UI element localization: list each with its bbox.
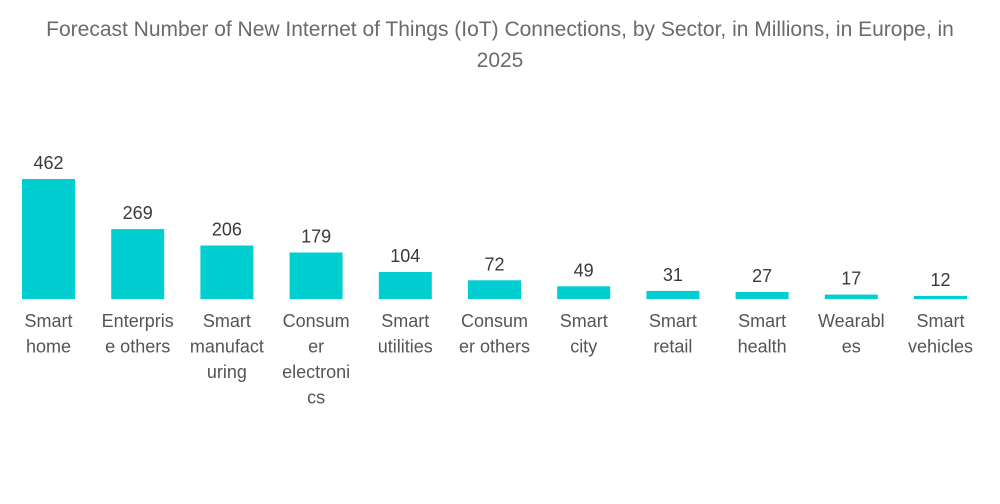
category-label-line: utilities	[378, 337, 433, 357]
category-label-1: Enterpris e others	[102, 311, 174, 357]
category-label-line: Wearabl	[818, 311, 885, 331]
category-label-line: Smart	[738, 311, 786, 331]
bar-0	[22, 179, 75, 299]
category-label-5: Consum er others	[459, 311, 530, 357]
bar-value-label-5: 72	[484, 254, 504, 274]
bar-value-label-2: 206	[212, 220, 242, 240]
bar-value-label-8: 27	[752, 266, 772, 286]
bar-value-label-6: 49	[574, 260, 594, 280]
category-label-line: Enterpris	[102, 311, 174, 331]
category-label-line: manufact	[190, 337, 264, 357]
category-label-line: home	[26, 337, 71, 357]
category-label-line: vehicles	[908, 337, 973, 357]
bar-value-label-10: 12	[930, 270, 950, 290]
category-label-line: Smart	[916, 311, 964, 331]
category-label-line: city	[570, 337, 597, 357]
bar-10	[914, 295, 967, 299]
category-label-line: uring	[207, 362, 247, 382]
category-label-line: er	[308, 337, 324, 357]
category-label-10: Smart vehicles	[908, 311, 973, 357]
bar-value-label-0: 462	[33, 153, 63, 173]
category-label-8: Smart health	[738, 311, 787, 357]
bar-5	[468, 280, 521, 299]
category-label-3: Consum er electroni cs	[282, 311, 350, 408]
bar-value-label-4: 104	[390, 246, 420, 266]
category-label-line: Smart	[381, 311, 429, 331]
bar-9	[824, 294, 878, 299]
category-label-2: Smart manufact uring	[190, 311, 264, 382]
category-label-7: Smart retail	[649, 311, 697, 357]
bars-layer	[22, 179, 967, 299]
chart-title: Forecast Number of New Internet of Thing…	[46, 18, 954, 72]
bar-2	[200, 245, 254, 299]
category-label-6: Smart city	[560, 311, 608, 357]
category-label-line: Smart	[560, 311, 608, 331]
category-label-line: e others	[105, 337, 170, 357]
bar-1	[111, 229, 165, 299]
category-label-line: cs	[307, 388, 325, 408]
category-label-line: health	[738, 337, 787, 357]
category-label-line: Smart	[649, 311, 697, 331]
category-label-line: es	[842, 337, 861, 357]
category-label-line: Consum	[283, 311, 350, 331]
bar-7	[646, 290, 700, 299]
category-label-9: Wearabl es	[818, 311, 885, 357]
category-label-line: Smart	[203, 311, 251, 331]
bar-3	[289, 252, 343, 299]
category-label-line: Consum	[461, 311, 528, 331]
bar-8	[735, 292, 789, 299]
category-label-line: electroni	[282, 362, 350, 382]
bar-6	[557, 286, 611, 299]
category-label-line: retail	[653, 337, 692, 357]
category-labels-layer: Smart home Enterpris e others Smart manufact u…	[24, 311, 973, 408]
bar-value-label-9: 17	[841, 269, 861, 289]
category-label-0: Smart home	[24, 311, 72, 357]
bar-value-label-3: 179	[301, 227, 331, 247]
bar-4	[378, 272, 432, 299]
category-label-line: Smart	[24, 311, 72, 331]
category-label-4: Smart utilities	[378, 311, 433, 357]
bar-value-label-7: 31	[663, 265, 683, 285]
bar-value-label-1: 269	[123, 203, 153, 223]
value-labels-layer: 462 269 206 179 104 72 49 31 27 17 12	[33, 153, 950, 290]
category-label-line: er others	[459, 337, 530, 357]
